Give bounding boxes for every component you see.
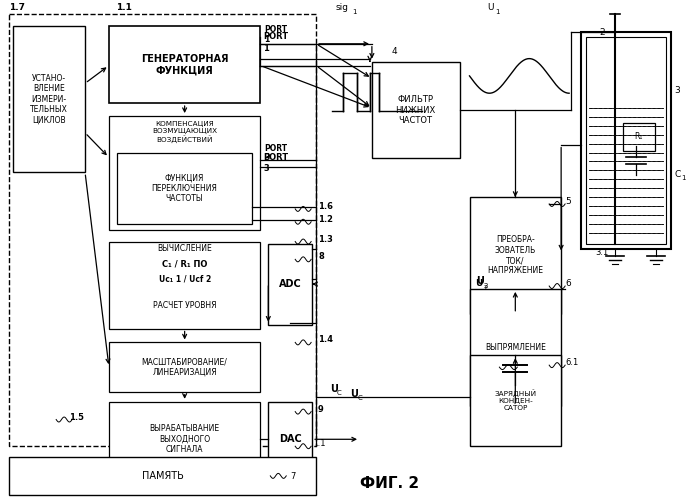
Bar [469, 197, 561, 314]
Text: 1.4: 1.4 [318, 336, 333, 344]
Text: 1.7: 1.7 [10, 3, 26, 12]
Text: ГЕНЕРАТОРНАЯ
ФУНКЦИЯ: ГЕНЕРАТОРНАЯ ФУНКЦИЯ [141, 54, 228, 76]
Text: U: U [330, 384, 338, 394]
Bar [109, 342, 260, 392]
Text: МАСШТАБИРОВАНИЕ/
ЛИНЕАРИЗАЦИЯ: МАСШТАБИРОВАНИЕ/ ЛИНЕАРИЗАЦИЯ [142, 358, 228, 377]
Text: 4: 4 [392, 46, 397, 56]
Text: ФИЛЬТР
НИЖНИХ
ЧАСТОТ: ФИЛЬТР НИЖНИХ ЧАСТОТ [396, 95, 436, 125]
Text: 3: 3 [264, 164, 269, 173]
Text: sig: sig [335, 3, 348, 12]
Text: ЗАРЯДНЫЙ
КОНДЕН-
САТОР: ЗАРЯДНЫЙ КОНДЕН- САТОР [494, 389, 536, 410]
Bar [109, 116, 260, 230]
Text: 1.6: 1.6 [318, 202, 333, 211]
Text: C: C [358, 394, 363, 400]
Text: DAC: DAC [279, 434, 302, 444]
Text: 2: 2 [484, 283, 488, 289]
Bar [268, 244, 312, 324]
Text: ФУНКЦИЯ
ПЕРЕКЛЮЧЕНИЯ
ЧАСТОТЫ: ФУНКЦИЯ ПЕРЕКЛЮЧЕНИЯ ЧАСТОТЫ [152, 173, 217, 203]
Text: 1: 1 [264, 44, 269, 53]
Text: U: U [477, 276, 484, 286]
Text: 2: 2 [484, 285, 488, 291]
Text: 6: 6 [565, 279, 571, 288]
Bar [10, 457, 316, 494]
Text: ПРЕОБРА-
ЗОВАТЕЛЬ
ТОК/
НАПРЯЖЕНИЕ: ПРЕОБРА- ЗОВАТЕЛЬ ТОК/ НАПРЯЖЕНИЕ [487, 236, 543, 276]
Text: C: C [337, 390, 342, 396]
Bar [117, 152, 253, 224]
Text: ФИГ. 2: ФИГ. 2 [360, 476, 419, 490]
Bar [469, 355, 561, 446]
Text: 5: 5 [565, 197, 571, 206]
Text: 3.1: 3.1 [595, 248, 608, 258]
Text: C: C [675, 170, 681, 179]
Text: 2: 2 [599, 28, 605, 37]
Bar [581, 32, 671, 250]
Text: 3: 3 [264, 154, 270, 162]
Bar [372, 62, 459, 158]
Text: ВЫПРЯМЛЕНИЕ: ВЫПРЯМЛЕНИЕ [485, 343, 546, 352]
Text: 1.1: 1.1 [116, 3, 131, 12]
Text: ПАМЯТЬ: ПАМЯТЬ [142, 471, 183, 481]
Text: 1: 1 [682, 175, 686, 181]
Bar [586, 37, 666, 244]
Text: PORT: PORT [264, 32, 289, 41]
Text: Uᴄ₁ 1 / Uᴄf 2: Uᴄ₁ 1 / Uᴄf 2 [158, 274, 211, 283]
Text: РАСЧЕТ УРОВНЯ: РАСЧЕТ УРОВНЯ [153, 301, 217, 310]
Bar [623, 123, 655, 150]
Bar [109, 26, 260, 103]
Text: PORT: PORT [264, 25, 287, 34]
Text: PORT: PORT [264, 144, 287, 152]
Text: ВЫРАБАТЫВАНИЕ
ВЫХОДНОГО
СИГНАЛА: ВЫРАБАТЫВАНИЕ ВЫХОДНОГО СИГНАЛА [149, 424, 220, 454]
Text: U: U [350, 389, 358, 399]
Text: КОМПЕНСАЦИЯ
ВОЗМУЩАЮЩИХ
ВОЗДЕЙСТВИЙ: КОМПЕНСАЦИЯ ВОЗМУЩАЮЩИХ ВОЗДЕЙСТВИЙ [152, 121, 217, 144]
Text: 1.5: 1.5 [69, 412, 84, 422]
Text: R₁: R₁ [635, 132, 643, 141]
Text: PORT: PORT [264, 152, 289, 162]
Text: ADC: ADC [279, 279, 302, 289]
Text: 7: 7 [290, 472, 295, 481]
Bar [469, 289, 561, 406]
Text: 3: 3 [675, 86, 680, 95]
Text: 1: 1 [495, 9, 500, 15]
Text: ВЫЧИСЛЕНИЕ: ВЫЧИСЛЕНИЕ [157, 244, 212, 254]
Bar [13, 26, 85, 172]
Text: УСТАНО-
ВЛЕНИЕ
ИЗМЕРИ-
ТЕЛЬНЫХ
ЦИКЛОВ: УСТАНО- ВЛЕНИЕ ИЗМЕРИ- ТЕЛЬНЫХ ЦИКЛОВ [30, 74, 68, 124]
Bar [268, 402, 312, 476]
Text: 8: 8 [318, 252, 324, 262]
Text: U: U [487, 3, 494, 12]
Bar [109, 242, 260, 328]
Text: C₁ / R₁ ПО: C₁ / R₁ ПО [162, 260, 208, 268]
Text: 1: 1 [352, 9, 356, 15]
Bar [109, 402, 260, 476]
Text: 6.1: 6.1 [565, 358, 579, 367]
Text: ..1: ..1 [315, 439, 326, 448]
Bar [10, 14, 316, 446]
Text: 1: 1 [264, 35, 270, 44]
Text: 1.2: 1.2 [318, 215, 333, 224]
Text: 9: 9 [318, 404, 324, 413]
Text: 1.3: 1.3 [318, 234, 333, 244]
Text: U: U [475, 279, 483, 288]
